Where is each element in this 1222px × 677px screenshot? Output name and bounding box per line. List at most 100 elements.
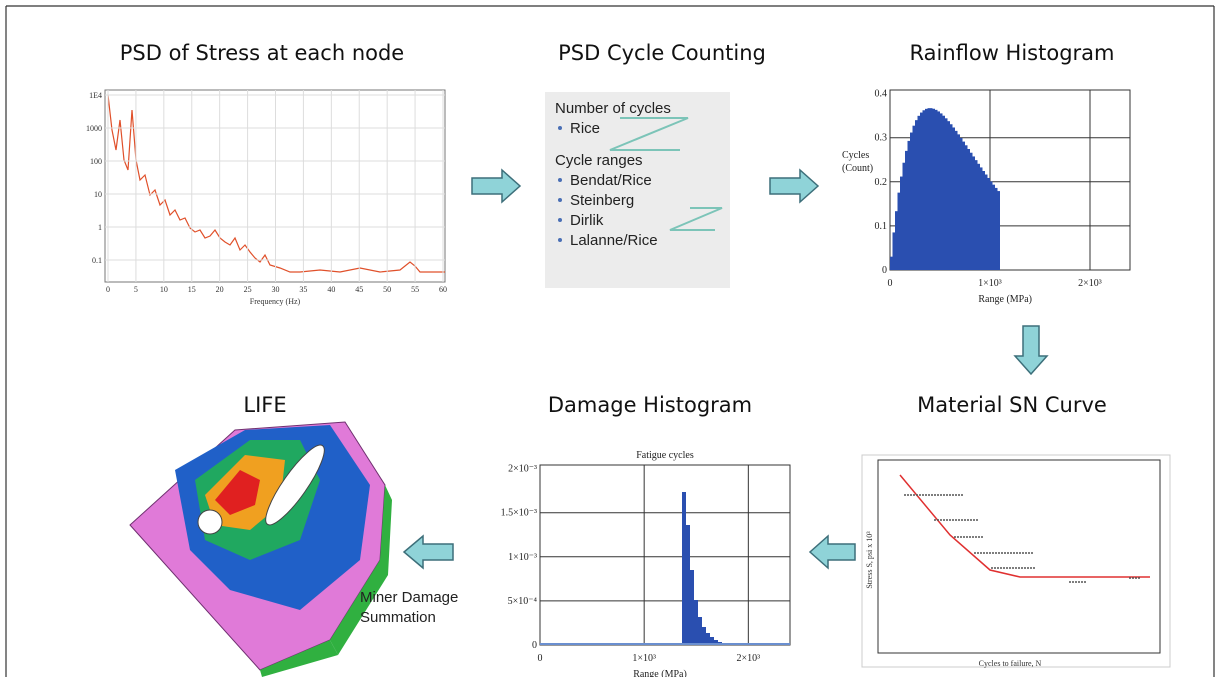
x-tick-label: 15	[188, 285, 196, 294]
y-axis-label: Stress S, psi x 10³	[865, 531, 874, 589]
list-item: Lalanne/Rice	[570, 232, 658, 249]
histogram-bar	[960, 138, 963, 270]
data-dot	[1016, 552, 1018, 554]
y-tick-label: 2×10⁻³	[508, 464, 537, 475]
data-dot	[983, 552, 985, 554]
step-title: LIFE	[243, 393, 286, 417]
histogram-bar	[980, 167, 983, 270]
data-dot	[919, 494, 921, 496]
bullet	[558, 198, 562, 202]
data-dot	[1025, 552, 1027, 554]
list-item: Dirlik	[570, 212, 604, 229]
histogram-bar	[918, 116, 921, 270]
data-dot	[989, 552, 991, 554]
x-tick-label: 0	[888, 278, 893, 289]
data-dot	[974, 552, 976, 554]
data-dot	[1022, 552, 1024, 554]
y-tick-label: 0.4	[875, 89, 888, 100]
sn-plot: Cycles to failure, N Stress S, psi x 10³	[862, 455, 1170, 668]
data-dot	[1000, 567, 1002, 569]
data-dot	[1006, 567, 1008, 569]
data-dot	[981, 536, 983, 538]
x-tick-label: 1×10³	[978, 278, 1002, 289]
life-mesh	[130, 422, 392, 677]
y-tick-label: 10	[94, 190, 102, 199]
histogram-bar	[898, 193, 901, 270]
x-axis-label: Range (MPa)	[633, 669, 687, 677]
y-axis-label: Cycles	[842, 150, 869, 161]
histogram-bar	[915, 120, 918, 270]
data-dot	[1019, 552, 1021, 554]
data-dot	[1027, 567, 1029, 569]
data-dot	[937, 519, 939, 521]
data-dot	[972, 536, 974, 538]
x-tick-label: 0	[106, 285, 110, 294]
data-dot	[994, 567, 996, 569]
data-dot	[1024, 567, 1026, 569]
histogram-bar	[950, 124, 953, 270]
data-dot	[1028, 552, 1030, 554]
data-dot	[954, 536, 956, 538]
y-tick-label: 0	[532, 640, 537, 651]
histogram-bar	[702, 627, 706, 645]
histogram-bar	[968, 149, 971, 270]
y-tick-label: 0.2	[875, 177, 888, 188]
miner-label: Miner Damage	[360, 589, 458, 606]
data-dot	[943, 519, 945, 521]
step-title: PSD of Stress at each node	[120, 41, 404, 65]
step-title: Rainflow Histogram	[909, 41, 1114, 65]
data-dot	[1013, 552, 1015, 554]
list-item: Rice	[570, 120, 600, 137]
histogram-bar	[933, 109, 936, 270]
data-dot	[980, 552, 982, 554]
data-dot	[978, 536, 980, 538]
data-dot	[925, 494, 927, 496]
data-dot	[952, 519, 954, 521]
data-dot	[1138, 577, 1140, 579]
data-dot	[1129, 577, 1131, 579]
histogram-bar	[920, 113, 923, 270]
x-tick-label: 5	[134, 285, 138, 294]
x-axis-label: Range (MPa)	[978, 294, 1032, 305]
x-tick-label: 2×10³	[737, 653, 761, 664]
histogram-bar	[993, 185, 996, 270]
x-axis-label: Cycles to failure, N	[979, 659, 1042, 668]
histogram-bar	[963, 142, 966, 270]
data-dot	[1075, 581, 1077, 583]
list-item: Bendat/Rice	[570, 172, 652, 189]
data-dot	[934, 494, 936, 496]
x-tick-label: 55	[411, 285, 419, 294]
histogram-bar	[948, 121, 951, 270]
data-dot	[1072, 581, 1074, 583]
data-dot	[992, 552, 994, 554]
histogram-bar	[978, 164, 981, 270]
data-dot	[913, 494, 915, 496]
data-dot	[1081, 581, 1083, 583]
histogram-bar	[983, 171, 986, 270]
x-axis-label: Frequency (Hz)	[250, 297, 301, 306]
x-tick-label: 45	[355, 285, 363, 294]
histogram-bar	[955, 131, 958, 270]
arrow	[810, 536, 855, 568]
x-tick-label: 2×10³	[1078, 278, 1102, 289]
histogram-bar	[905, 151, 908, 270]
data-dot	[1018, 567, 1020, 569]
x-tick-label: 30	[272, 285, 280, 294]
histogram-bar	[998, 191, 1001, 270]
y-tick-label: 100	[90, 157, 102, 166]
histogram-bar	[973, 156, 976, 270]
histogram-bar	[943, 116, 946, 270]
y-tick-label: 1×10⁻³	[508, 552, 537, 563]
data-dot	[961, 519, 963, 521]
histogram-bar	[913, 126, 916, 270]
histogram-bar	[945, 118, 948, 270]
histogram-bar	[965, 145, 968, 270]
bullet	[558, 126, 562, 130]
arrow	[1015, 326, 1047, 374]
data-dot	[1021, 567, 1023, 569]
data-dot	[922, 494, 924, 496]
data-dot	[975, 536, 977, 538]
x-tick-label: 60	[439, 285, 447, 294]
data-dot	[928, 494, 930, 496]
